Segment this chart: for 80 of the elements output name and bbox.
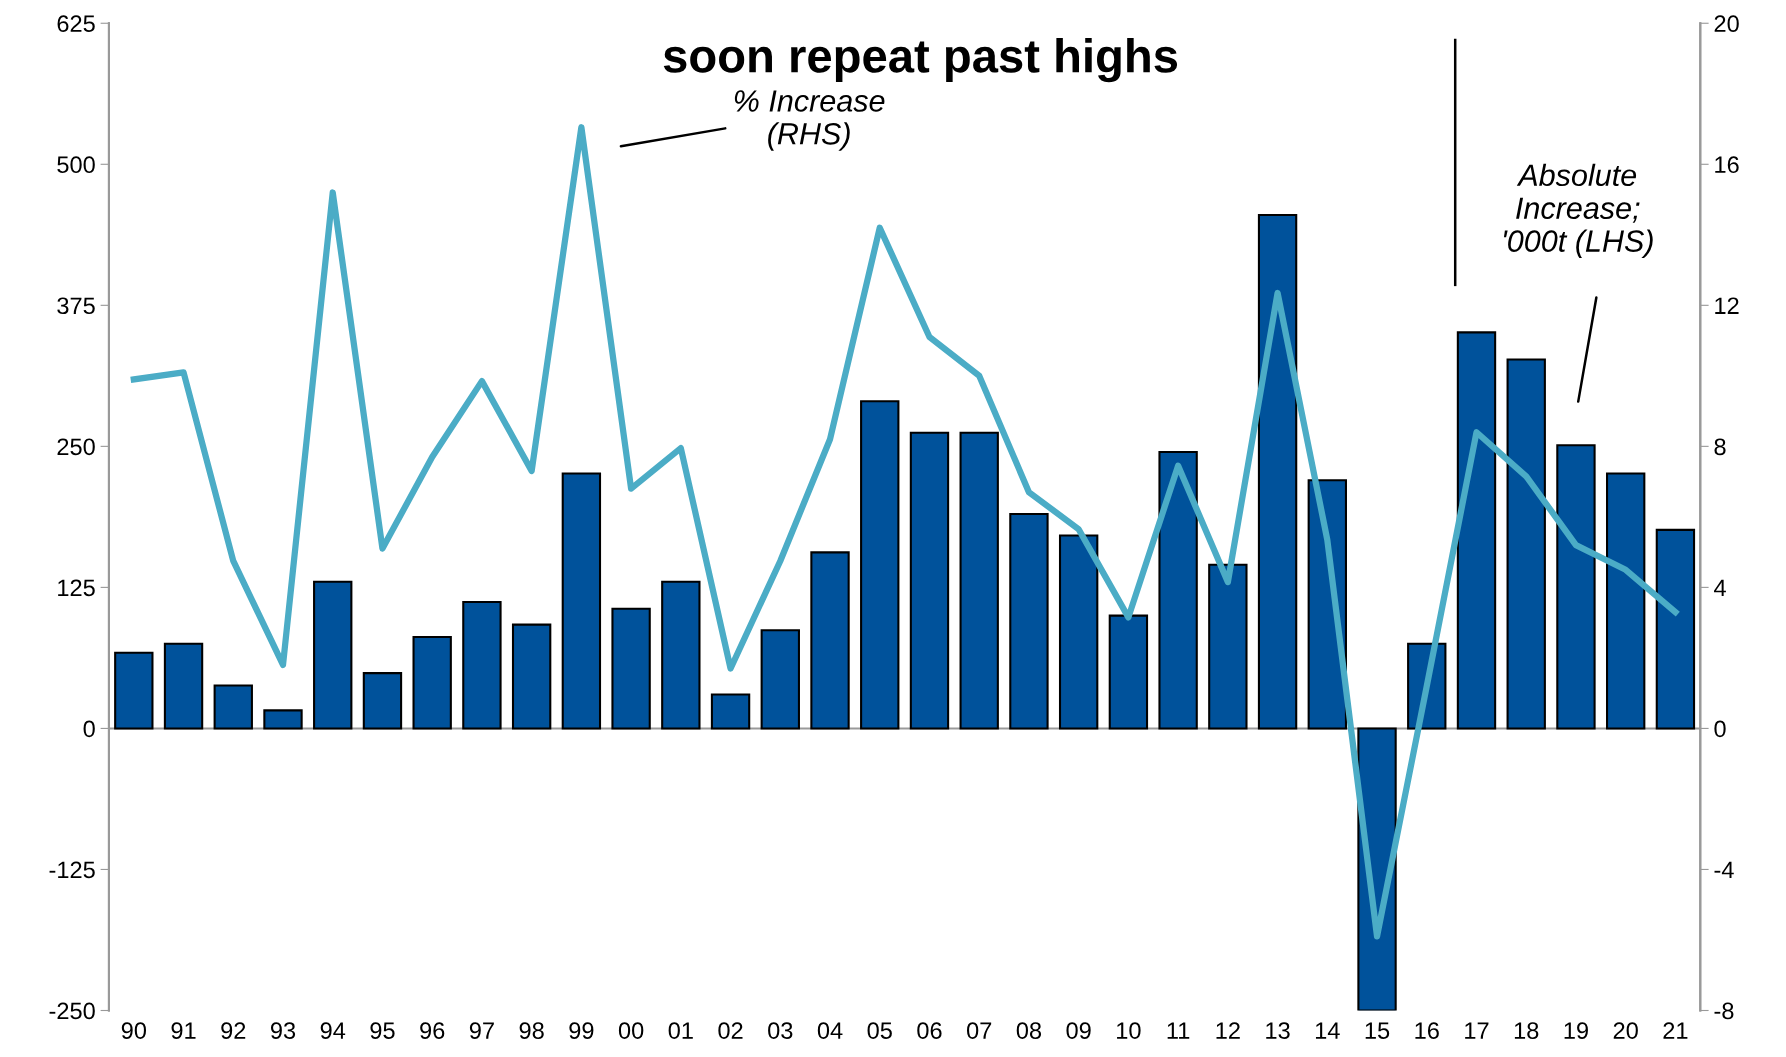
y-tick-label: 625 (57, 15, 95, 33)
x-tick-label: 00 (618, 1022, 644, 1039)
bar (114, 651, 154, 730)
y2-tick-label: 8 (1714, 438, 1726, 456)
bar (661, 580, 701, 730)
y2-tick-label: 12 (1715, 297, 1739, 314)
x-tick-label: 02 (718, 1022, 743, 1039)
x-tick-label: 98 (519, 1022, 544, 1039)
x-tick-label: 93 (270, 1022, 296, 1039)
x-tick-label: 10 (1117, 1022, 1141, 1039)
x-tick-label: 17 (1465, 1022, 1489, 1039)
x-tick-label: 04 (817, 1022, 843, 1039)
x-tick-label: 14 (1315, 1022, 1340, 1039)
x-tick-label: 18 (1514, 1022, 1539, 1039)
y2-tick-label: 0 (1714, 720, 1726, 738)
x-tick-label: 05 (867, 1022, 892, 1039)
bar (1506, 358, 1546, 730)
bar (959, 431, 999, 730)
x-tick-label: 19 (1564, 1022, 1588, 1039)
x-tick-label: 16 (1415, 1022, 1439, 1039)
bar (1158, 450, 1198, 730)
x-tick-label: 97 (469, 1022, 494, 1039)
x-tick-label: 21 (1663, 1022, 1688, 1039)
y2-tick-label: 20 (1714, 15, 1739, 33)
y2-tick-label: -8 (1714, 1002, 1734, 1020)
bar (1556, 444, 1596, 730)
bar (511, 623, 552, 730)
bar (1257, 214, 1298, 730)
bar (1655, 528, 1696, 730)
bar (263, 709, 303, 730)
x-tick-label: 99 (569, 1022, 594, 1039)
y-tick-label: -250 (49, 1002, 95, 1020)
bar (1058, 534, 1099, 730)
x-tick-label: 13 (1266, 1022, 1290, 1039)
bar (611, 607, 651, 730)
x-tick-label: 94 (320, 1022, 346, 1039)
bar (412, 635, 452, 730)
bar (810, 551, 850, 730)
y-tick-label: 0 (83, 720, 95, 738)
bar (1208, 563, 1248, 730)
y-tick-label: 500 (57, 156, 95, 174)
x-tick-label: 15 (1365, 1022, 1390, 1039)
y-tick-label: 250 (57, 438, 95, 456)
bar (462, 601, 502, 730)
bar (213, 684, 253, 730)
bar (362, 672, 403, 730)
bar (163, 642, 204, 730)
y2-tick-label: 16 (1715, 156, 1739, 174)
x-tick-label: 01 (668, 1022, 693, 1039)
x-tick-label: 91 (171, 1022, 196, 1039)
y-tick-label: -125 (49, 861, 95, 879)
y-tick-label: 375 (57, 297, 95, 315)
x-tick-label: 06 (917, 1022, 942, 1039)
bar (313, 580, 353, 730)
x-tick-label: 92 (221, 1022, 246, 1039)
x-tick-label: 09 (1066, 1022, 1091, 1039)
x-tick-label: 20 (1613, 1022, 1638, 1039)
bar (561, 472, 602, 730)
bar (909, 431, 950, 730)
chart-title: soon repeat past highs (663, 38, 1178, 83)
bar (1456, 331, 1497, 730)
bar (1108, 614, 1149, 730)
x-tick-label: 95 (370, 1022, 395, 1039)
x-tick-label: 08 (1016, 1022, 1042, 1039)
annotation: % Increase (RHS) (734, 90, 885, 151)
x-tick-label: 96 (420, 1022, 445, 1039)
x-tick-label: 03 (768, 1022, 793, 1039)
bar (710, 693, 751, 730)
x-tick-label: 07 (966, 1022, 992, 1039)
annotation: Absolute Increase; '000t (LHS) (1503, 163, 1653, 258)
y2-tick-label: -4 (1714, 861, 1734, 879)
x-tick-label: 11 (1167, 1022, 1190, 1039)
x-tick-label: 12 (1216, 1022, 1240, 1039)
bar (1605, 472, 1646, 730)
y2-tick-label: 4 (1714, 579, 1726, 596)
bar (860, 400, 900, 730)
x-tick-label: 90 (121, 1022, 147, 1039)
bar (760, 629, 800, 730)
bar (1009, 513, 1049, 730)
y-tick-label: 125 (58, 579, 95, 597)
